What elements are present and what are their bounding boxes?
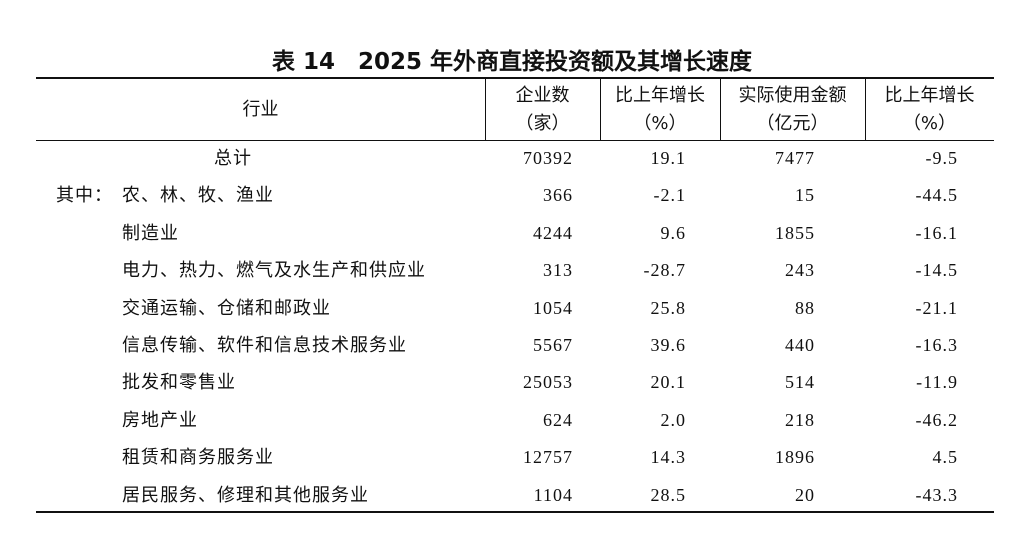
industry-label: 信息传输、软件和信息技术服务业 bbox=[122, 335, 407, 355]
value-cell: -28.7 bbox=[643, 260, 686, 281]
header-rule bbox=[36, 140, 994, 141]
value-cell: -11.9 bbox=[916, 372, 958, 393]
column-divider bbox=[600, 79, 601, 140]
column-unit: （%） bbox=[633, 113, 687, 134]
column-unit: （%） bbox=[902, 113, 957, 134]
column-divider bbox=[720, 79, 721, 140]
value-cell: 313 bbox=[543, 260, 573, 281]
industry-label: 农、林、牧、渔业 bbox=[122, 185, 274, 206]
industry-label: 制造业 bbox=[122, 222, 179, 243]
value-cell: 243 bbox=[785, 260, 815, 281]
column-header: 比上年增长 bbox=[884, 85, 975, 106]
total-label: 总计 bbox=[214, 148, 252, 168]
value-cell: 7477 bbox=[775, 148, 815, 168]
value-cell: 88 bbox=[795, 297, 815, 318]
value-cell: 1855 bbox=[775, 222, 815, 243]
value-cell: 4.5 bbox=[932, 447, 958, 468]
value-cell: -2.1 bbox=[653, 185, 686, 206]
value-cell: 20 bbox=[795, 484, 815, 505]
column-header: 企业数 bbox=[515, 85, 570, 106]
industry-label: 居民服务、修理和其他服务业 bbox=[122, 484, 369, 505]
value-cell: 25.8 bbox=[650, 297, 686, 318]
value-cell: 14.3 bbox=[650, 447, 686, 468]
value-cell: 25053 bbox=[523, 372, 573, 393]
value-cell: -16.1 bbox=[915, 222, 958, 243]
value-cell: -14.5 bbox=[915, 260, 958, 281]
value-cell: 366 bbox=[543, 185, 573, 206]
value-cell: 218 bbox=[785, 409, 815, 430]
value-cell: -43.3 bbox=[915, 484, 958, 505]
column-header: 比上年增长 bbox=[615, 85, 705, 106]
value-cell: 2.0 bbox=[660, 409, 686, 430]
value-cell: 5567 bbox=[533, 335, 573, 355]
column-header: 实际使用金额 bbox=[738, 85, 847, 106]
industry-label: 租赁和商务服务业 bbox=[122, 447, 274, 468]
value-cell: 4244 bbox=[533, 222, 573, 243]
value-cell: 1896 bbox=[775, 447, 815, 468]
value-cell: 70392 bbox=[523, 148, 573, 168]
value-cell: -9.5 bbox=[925, 148, 958, 168]
industry-label: 批发和零售业 bbox=[122, 372, 236, 393]
subheading: 其中： bbox=[56, 185, 113, 206]
column-unit: （亿元） bbox=[756, 113, 829, 134]
value-cell: -16.3 bbox=[915, 335, 958, 355]
column-unit: （家） bbox=[515, 113, 570, 134]
value-cell: 20.1 bbox=[650, 372, 686, 393]
value-cell: 39.6 bbox=[650, 335, 686, 355]
value-cell: 9.6 bbox=[660, 222, 686, 243]
value-cell: -44.5 bbox=[915, 185, 958, 206]
value-cell: 19.1 bbox=[650, 148, 686, 168]
value-cell: 1104 bbox=[533, 484, 573, 505]
industry-label: 电力、热力、燃气及水生产和供应业 bbox=[122, 260, 426, 281]
top-rule bbox=[36, 77, 994, 79]
value-cell: 514 bbox=[785, 372, 815, 393]
value-cell: 28.5 bbox=[650, 484, 686, 505]
value-cell: -46.2 bbox=[915, 409, 958, 430]
value-cell: 15 bbox=[795, 185, 815, 206]
value-cell: -21.1 bbox=[915, 297, 958, 318]
value-cell: 1054 bbox=[533, 297, 573, 318]
industry-label: 房地产业 bbox=[122, 409, 198, 430]
column-divider bbox=[865, 79, 866, 140]
industry-label: 交通运输、仓储和邮政业 bbox=[122, 297, 331, 318]
value-cell: 624 bbox=[543, 409, 573, 430]
value-cell: 12757 bbox=[523, 447, 573, 468]
value-cell: 440 bbox=[785, 335, 815, 355]
table-title: 表 14 2025 年外商直接投资额及其增长速度 bbox=[271, 49, 753, 75]
bottom-rule bbox=[36, 511, 994, 513]
column-divider bbox=[485, 79, 486, 140]
column-header: 行业 bbox=[242, 99, 279, 120]
